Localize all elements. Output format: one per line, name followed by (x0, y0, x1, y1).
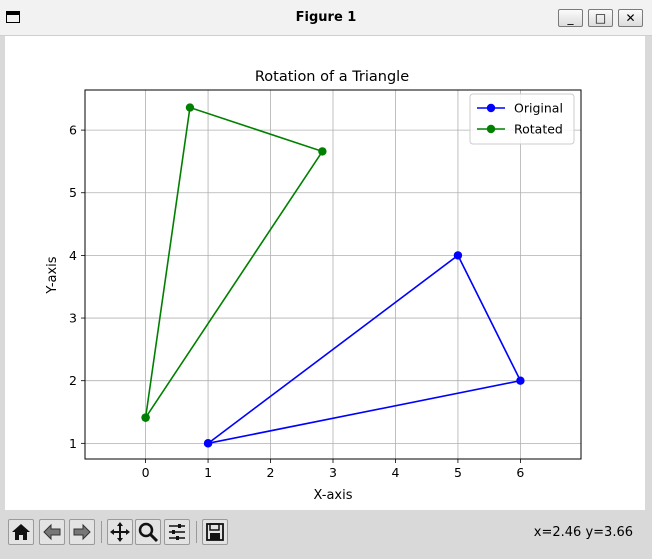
figure-canvas[interactable]: Rotation of a Triangle 0 1 2 3 4 5 6 1 2 3 4 5 6 X-a… (5, 36, 645, 510)
x-tick-label: 1 (204, 465, 212, 480)
y-tick-label: 2 (69, 373, 77, 388)
series-layer (141, 103, 525, 448)
x-tick-label: 6 (516, 465, 524, 480)
window-title: Figure 1 (295, 10, 357, 25)
pan-button[interactable] (107, 519, 133, 545)
zoom-icon (138, 522, 159, 543)
legend: Original Rotated (469, 93, 575, 145)
save-button[interactable] (202, 519, 228, 545)
x-tick-label: 2 (267, 465, 275, 480)
home-icon (12, 524, 30, 540)
data-point-rotated (141, 413, 150, 422)
forward-button[interactable] (69, 519, 95, 545)
y-tick-label: 1 (69, 436, 77, 451)
chart-title: Rotation of a Triangle (255, 69, 409, 85)
series-line-original (207, 254, 522, 445)
y-tick-label: 3 (69, 311, 77, 326)
window-titlebar: Figure 1 _ □ ✕ (0, 0, 652, 36)
forward-icon (73, 523, 91, 541)
series-line-rotated (144, 106, 324, 419)
data-point-rotated (318, 147, 327, 156)
back-button[interactable] (39, 519, 65, 545)
home-button[interactable] (8, 519, 34, 545)
maximize-button[interactable]: □ (588, 9, 613, 27)
y-tick-label: 6 (69, 123, 77, 138)
save-icon (206, 523, 224, 541)
y-tick-label: 4 (69, 248, 77, 263)
x-axis-label: X-axis (314, 488, 353, 503)
y-tick-label: 5 (69, 185, 77, 200)
legend-box (469, 93, 575, 145)
minimize-button[interactable]: _ (558, 9, 583, 27)
x-tick-label: 5 (454, 465, 462, 480)
configure-icon (169, 524, 185, 540)
data-point-original (516, 376, 525, 385)
data-point-original (203, 439, 213, 448)
x-tick-label: 3 (329, 465, 337, 480)
ticks: 0 1 2 3 4 5 6 1 2 3 4 5 6 (69, 123, 524, 480)
plot-svg: Rotation of a Triangle 0 1 2 3 4 5 6 1 2 3 4 5 6 X-a… (45, 69, 582, 503)
toolbar-separator (196, 521, 197, 543)
cursor-coordinates: x=2.46 y=3.66 (533, 525, 633, 540)
legend-label-rotated: Rotated (514, 122, 563, 137)
pan-icon (110, 522, 130, 542)
x-tick-label: 4 (391, 465, 399, 480)
legend-label-original: Original (514, 101, 563, 116)
configure-subplots-button[interactable] (164, 519, 190, 545)
data-point-rotated (185, 103, 195, 112)
back-icon (43, 523, 61, 541)
zoom-button[interactable] (135, 519, 161, 545)
x-tick-label: 0 (142, 465, 150, 480)
window-icon (6, 11, 20, 23)
close-button[interactable]: ✕ (618, 9, 643, 27)
navigation-toolbar: x=2.46 y=3.66 (0, 512, 652, 559)
y-axis-label: Y-axis (45, 256, 60, 294)
grid (85, 90, 581, 459)
legend-marker-rotated (486, 124, 496, 134)
legend-marker-original (486, 103, 496, 113)
data-point-original (453, 251, 463, 260)
toolbar-separator (101, 521, 102, 543)
